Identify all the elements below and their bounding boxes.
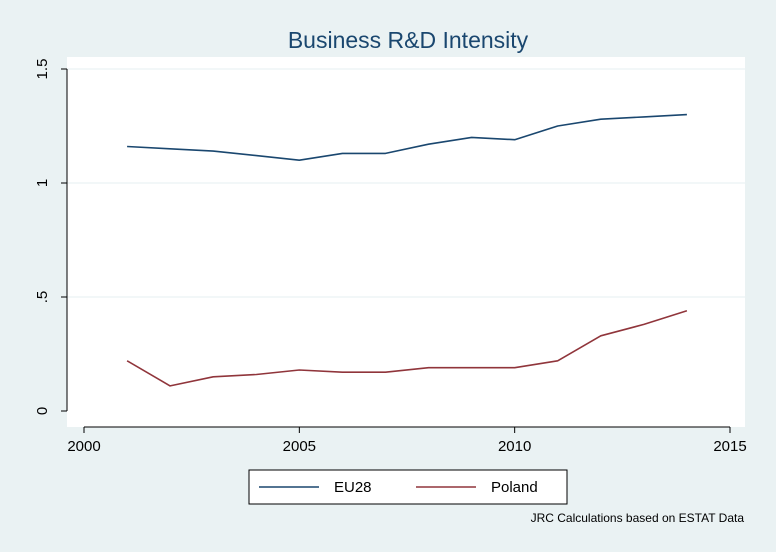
- y-tick-label: 0: [34, 407, 51, 415]
- y-tick-label: .5: [34, 291, 51, 304]
- x-tick-label: 2015: [713, 438, 746, 455]
- source-note: JRC Calculations based on ESTAT Data: [531, 511, 745, 525]
- x-tick-label: 2005: [283, 438, 316, 455]
- legend-label-eu28: EU28: [334, 479, 372, 496]
- legend-label-poland: Poland: [491, 479, 538, 496]
- series-lines: [126, 113, 688, 387]
- chart-title: Business R&D Intensity: [288, 27, 529, 53]
- axes: 0 .5 1 1.5 2000 2005 2010 2015: [34, 59, 747, 455]
- gridlines: [67, 68, 745, 298]
- y-tick-label: 1.5: [34, 59, 51, 80]
- x-tick-label: 2010: [498, 438, 531, 455]
- series-line-eu28: [127, 113, 687, 161]
- legend: EU28 Poland: [248, 469, 568, 505]
- x-tick-label: 2000: [67, 438, 100, 455]
- y-tick-label: 1: [34, 179, 51, 187]
- series-line-poland: [126, 309, 688, 387]
- plot-area: [67, 57, 745, 427]
